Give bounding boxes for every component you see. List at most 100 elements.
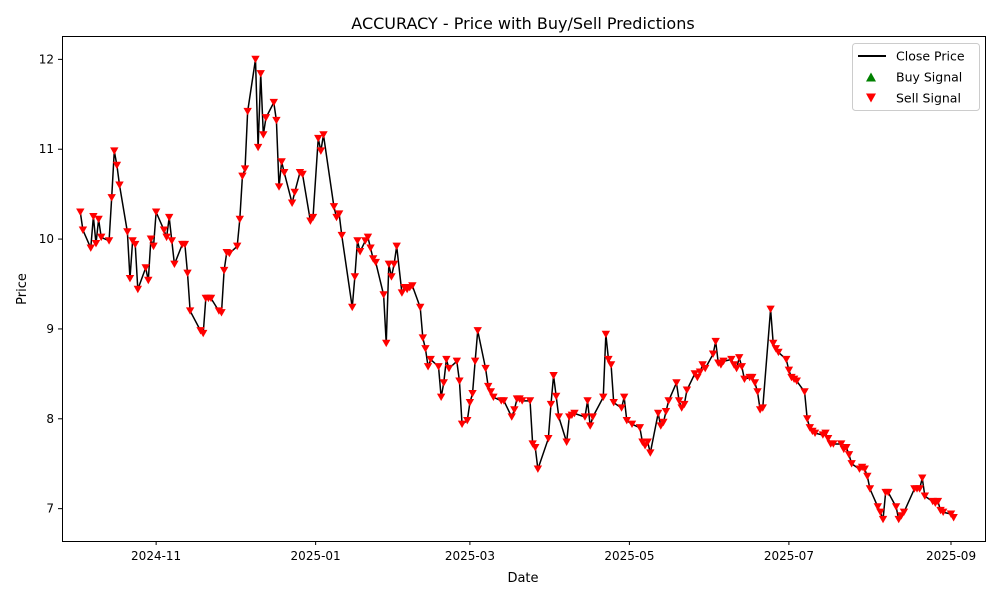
x-axis-label: Date bbox=[507, 571, 538, 586]
sell-signal-marker bbox=[112, 161, 122, 170]
sell-signal-marker bbox=[277, 158, 286, 166]
sell-signal-marker bbox=[769, 339, 778, 348]
sell-signal-marker bbox=[860, 465, 869, 473]
sell-signal-marker bbox=[274, 183, 284, 191]
sell-signal-marker bbox=[810, 429, 820, 437]
sell-signal-marker bbox=[334, 210, 344, 218]
sell-signal-marker bbox=[774, 348, 783, 357]
sell-signal-marker bbox=[253, 143, 263, 152]
sell-signal-marker bbox=[599, 393, 608, 402]
sell-signal-marker bbox=[251, 55, 260, 64]
x-tick-label: 2025-09 bbox=[926, 549, 976, 563]
sell-signal-marker bbox=[423, 363, 433, 371]
sell-signal-marker bbox=[217, 309, 226, 317]
sell-signal-marker bbox=[387, 273, 396, 281]
sell-signal-marker bbox=[659, 418, 668, 427]
sell-signal-marker bbox=[382, 339, 391, 348]
sell-signal-marker bbox=[653, 409, 663, 418]
sell-signal-marker bbox=[115, 181, 124, 189]
sell-signal-marker bbox=[732, 364, 741, 373]
sell-signal-marker bbox=[397, 289, 407, 297]
y-axis-label: Price bbox=[15, 273, 30, 305]
sell-signal-marker bbox=[144, 276, 153, 285]
sell-signal-marker bbox=[421, 345, 430, 353]
sell-signal-marker bbox=[782, 355, 791, 364]
sell-signal-marker bbox=[554, 413, 563, 421]
sell-signal-marker bbox=[180, 240, 190, 249]
sell-signal-marker bbox=[878, 515, 888, 524]
sell-signal-marker bbox=[753, 388, 762, 396]
sell-signal-marker bbox=[672, 379, 681, 387]
sell-signal-marker bbox=[86, 244, 95, 252]
sell-signal-marker bbox=[918, 474, 927, 482]
sell-signal-marker bbox=[863, 472, 872, 481]
sell-signal-marker bbox=[133, 285, 143, 294]
sell-signal-marker bbox=[261, 114, 271, 122]
sell-signal-marker bbox=[876, 508, 885, 517]
sell-signal-marker bbox=[110, 147, 119, 155]
sell-signal-marker bbox=[151, 208, 161, 216]
sell-signal-marker bbox=[442, 355, 451, 364]
sell-signal-marker bbox=[803, 415, 812, 423]
sell-signal-marker bbox=[371, 258, 380, 267]
sell-signal-marker bbox=[107, 194, 116, 202]
axes-frame bbox=[62, 36, 986, 542]
sell-signal-marker bbox=[546, 400, 556, 409]
sell-signal-marker bbox=[664, 397, 673, 405]
x-tick-label: 2025-05 bbox=[604, 549, 654, 563]
sell-signal-marker bbox=[711, 337, 720, 346]
sell-signal-marker bbox=[256, 70, 265, 78]
sell-signal-marker bbox=[131, 240, 140, 249]
sell-signal-marker bbox=[463, 416, 472, 425]
sell-signal-marker bbox=[379, 291, 388, 299]
sell-signal-marker bbox=[823, 434, 833, 443]
sell-signal-marker bbox=[847, 460, 856, 468]
sell-signal-marker bbox=[123, 228, 132, 236]
sell-signal-marker bbox=[76, 208, 85, 216]
sell-signal-marker bbox=[899, 508, 909, 517]
legend-box bbox=[852, 43, 980, 111]
sell-signal-marker bbox=[661, 408, 671, 416]
sell-signal-marker bbox=[185, 307, 195, 315]
sell-signal-marker bbox=[695, 368, 705, 376]
sell-signal-marker bbox=[316, 147, 326, 155]
chart-title: ACCURACY - Price with Buy/Sell Predictio… bbox=[351, 14, 694, 33]
sell-signal-marker bbox=[719, 357, 728, 366]
sell-signal-marker bbox=[235, 215, 244, 224]
sell-signal-marker bbox=[766, 305, 775, 313]
y-tick-label: 8 bbox=[46, 412, 54, 426]
sell-signal-marker bbox=[159, 226, 169, 234]
sell-signal-marker bbox=[165, 213, 174, 222]
sell-signal-marker bbox=[308, 213, 318, 222]
sell-signal-marker bbox=[507, 413, 516, 421]
sell-signal-marker bbox=[748, 373, 757, 382]
sell-signal-marker bbox=[750, 379, 760, 387]
sell-signal-marker bbox=[646, 449, 655, 457]
sell-signal-marker bbox=[350, 273, 360, 281]
x-tick-label: 2024-11 bbox=[131, 549, 181, 563]
sell-signal-marker bbox=[408, 282, 417, 290]
sell-signal-marker bbox=[329, 203, 339, 211]
sell-signal-marker bbox=[141, 264, 150, 272]
sell-signal-marker bbox=[551, 392, 561, 401]
sell-signal-marker bbox=[701, 364, 710, 373]
sell-signal-marker bbox=[682, 386, 692, 394]
sell-signal-marker bbox=[627, 420, 637, 428]
sell-signal-marker bbox=[544, 434, 553, 443]
sell-signal-marker bbox=[426, 355, 435, 364]
legend: Close Price Buy Signal Sell Signal bbox=[852, 43, 980, 111]
sell-signal-marker bbox=[844, 451, 854, 459]
sell-signal-marker bbox=[457, 420, 467, 428]
sell-signal-marker bbox=[444, 364, 454, 373]
sell-signal-marker bbox=[243, 107, 252, 116]
sell-signal-marker bbox=[740, 375, 749, 384]
sell-signal-marker bbox=[549, 372, 558, 380]
sell-signal-marker bbox=[319, 131, 328, 139]
sell-signal-marker bbox=[389, 260, 399, 269]
sell-signal-marker bbox=[619, 393, 629, 402]
sell-signal-marker bbox=[314, 134, 323, 143]
sell-signal-marker bbox=[570, 409, 579, 418]
sell-signal-marker bbox=[452, 357, 462, 366]
